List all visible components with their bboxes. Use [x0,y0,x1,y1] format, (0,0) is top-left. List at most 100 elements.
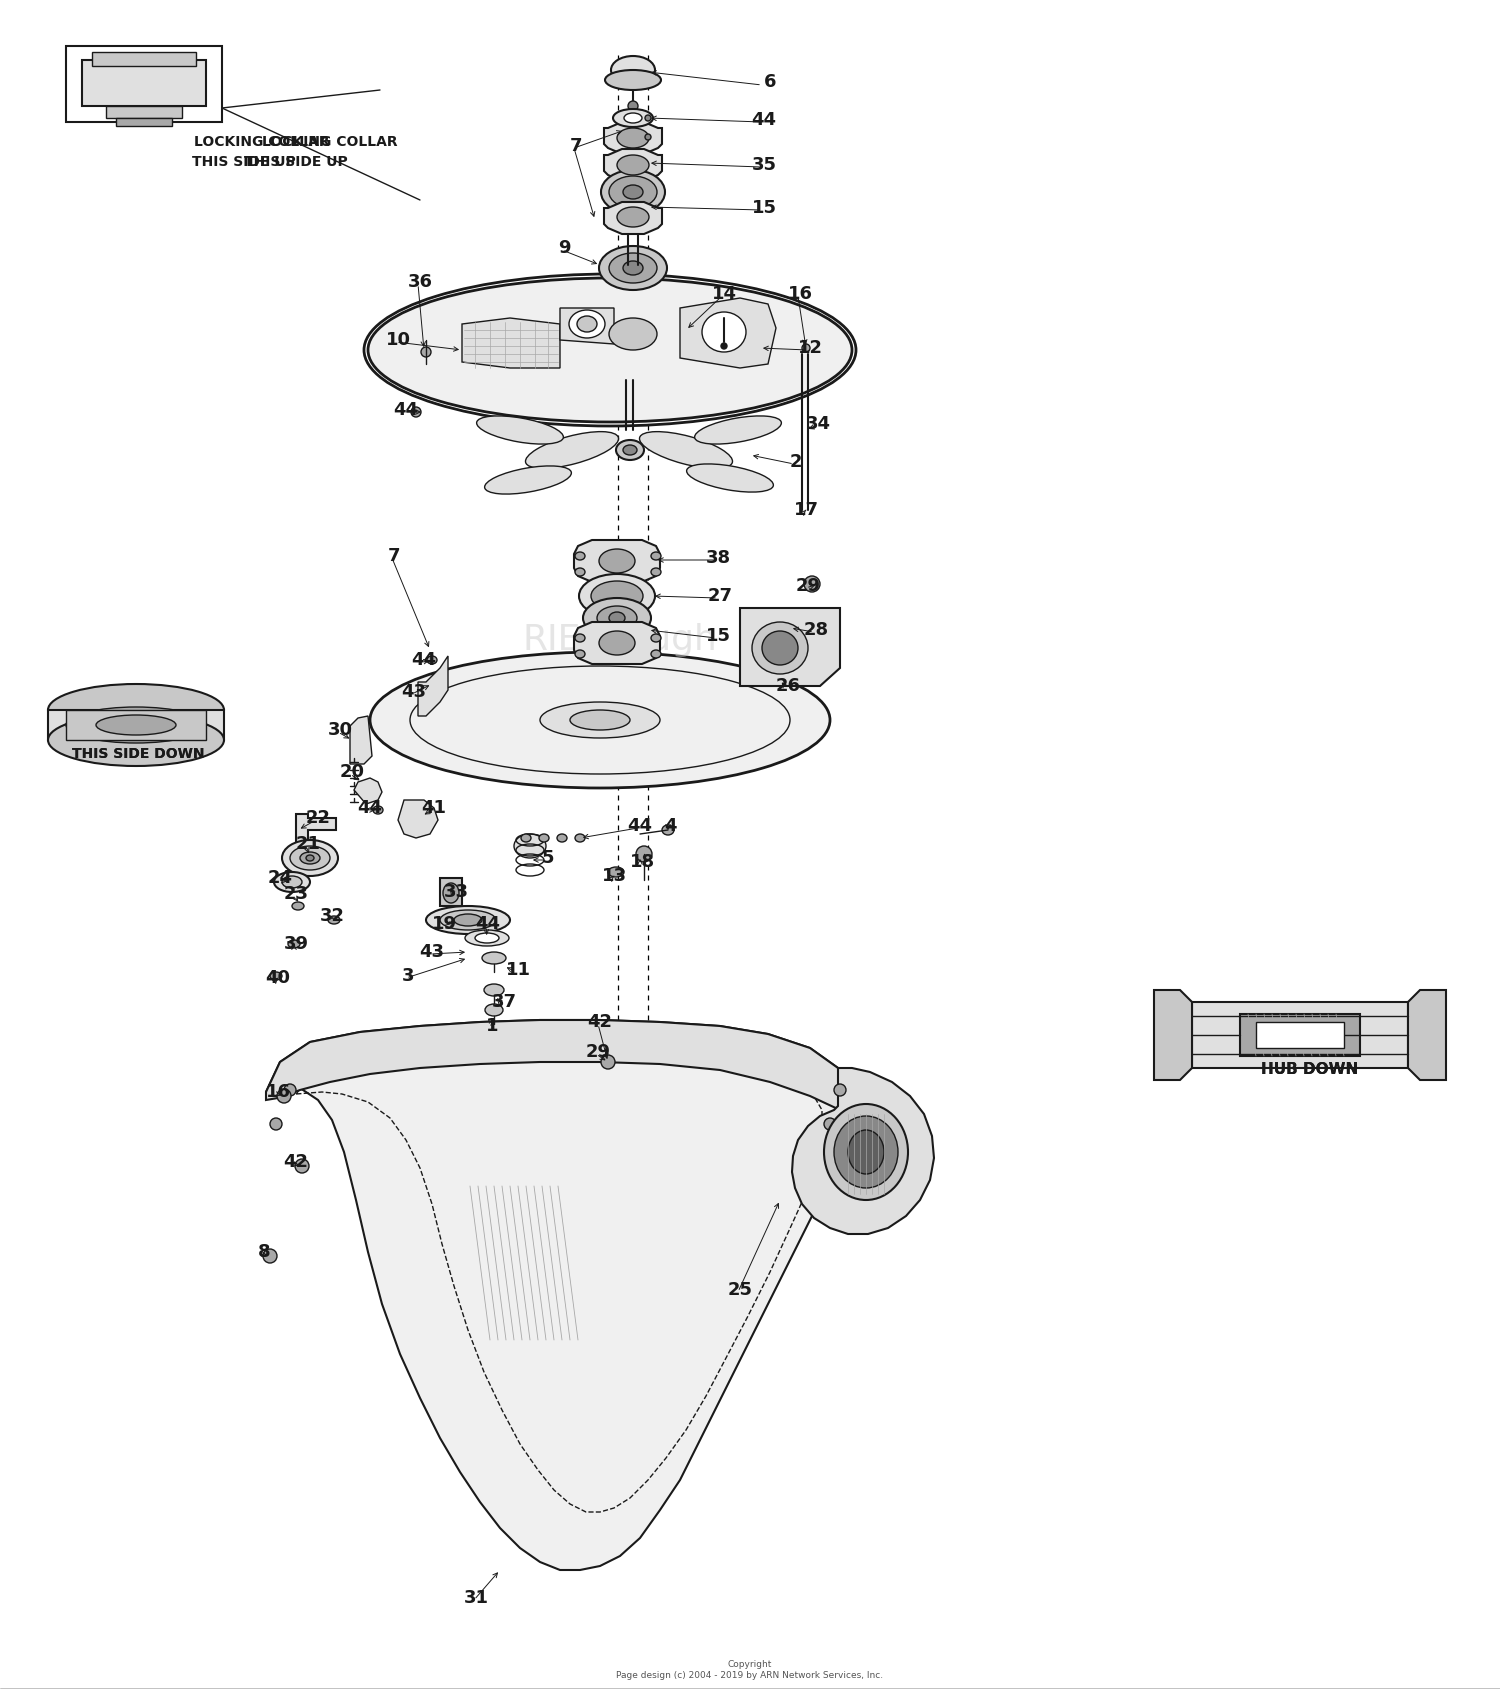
Ellipse shape [284,1085,296,1097]
Ellipse shape [609,175,657,208]
Ellipse shape [616,208,650,226]
Text: HUB DOWN: HUB DOWN [1262,1063,1359,1078]
Ellipse shape [609,318,657,351]
Text: 7: 7 [387,547,400,565]
Ellipse shape [370,652,830,788]
Text: 36: 36 [408,272,432,291]
Text: 44: 44 [393,400,418,419]
Text: 44: 44 [752,111,777,129]
Polygon shape [462,318,560,368]
Ellipse shape [278,1088,291,1104]
Ellipse shape [645,116,651,121]
Text: 21: 21 [296,834,321,853]
Ellipse shape [651,634,662,642]
Text: 29: 29 [795,577,820,594]
Ellipse shape [477,416,564,444]
Ellipse shape [262,1248,278,1264]
Text: 42: 42 [284,1153,309,1172]
Ellipse shape [520,834,531,841]
Ellipse shape [288,940,300,949]
Ellipse shape [476,933,500,943]
Ellipse shape [574,651,585,657]
Ellipse shape [482,952,506,964]
Ellipse shape [804,576,820,593]
Ellipse shape [574,634,585,642]
Ellipse shape [624,112,642,123]
Text: 14: 14 [711,284,736,303]
Text: 27: 27 [708,588,732,605]
Ellipse shape [604,70,662,90]
Ellipse shape [292,903,304,909]
Polygon shape [350,715,372,765]
Ellipse shape [568,310,604,337]
Bar [48,710,224,741]
Bar [440,879,462,906]
Ellipse shape [622,186,644,199]
Bar [82,60,206,106]
Ellipse shape [636,846,652,862]
Ellipse shape [616,128,650,148]
Ellipse shape [48,685,224,736]
Text: 40: 40 [266,969,291,988]
Ellipse shape [440,909,497,930]
Ellipse shape [282,840,338,875]
Ellipse shape [597,606,638,630]
Text: 1: 1 [486,1017,498,1035]
Bar [106,106,182,118]
Ellipse shape [639,431,732,468]
Text: 9: 9 [558,238,570,257]
Text: 3: 3 [402,967,414,984]
Polygon shape [266,1020,852,1570]
Ellipse shape [484,1005,502,1017]
Polygon shape [574,622,660,664]
Ellipse shape [584,598,651,639]
Text: 44: 44 [627,817,652,834]
Text: THIS SIDE UP: THIS SIDE UP [192,155,296,169]
Text: 5: 5 [542,850,555,867]
Ellipse shape [687,463,774,492]
Polygon shape [296,814,336,853]
Ellipse shape [651,552,662,560]
Polygon shape [1408,989,1446,1080]
Text: 34: 34 [806,416,831,433]
Ellipse shape [574,569,585,576]
Ellipse shape [574,834,585,841]
Text: 28: 28 [804,622,828,639]
Polygon shape [266,1020,852,1110]
Ellipse shape [598,632,634,656]
Ellipse shape [574,552,585,560]
Text: 22: 22 [306,809,330,828]
Ellipse shape [628,100,638,111]
Ellipse shape [96,715,176,736]
Ellipse shape [598,548,634,572]
Text: 7: 7 [570,136,582,155]
Ellipse shape [622,444,638,455]
Ellipse shape [282,875,302,887]
Polygon shape [419,656,448,715]
Text: 35: 35 [752,157,777,174]
Ellipse shape [368,278,852,422]
Text: 12: 12 [798,339,822,358]
Ellipse shape [484,467,572,494]
Text: 44: 44 [411,651,436,669]
Ellipse shape [602,1054,615,1069]
Ellipse shape [426,906,510,933]
Bar [116,118,172,126]
Ellipse shape [578,317,597,332]
Text: 37: 37 [492,993,516,1012]
Text: 8: 8 [258,1243,270,1260]
Text: LOCKING COLLAR: LOCKING COLLAR [262,135,398,148]
Text: 31: 31 [464,1589,489,1608]
Polygon shape [740,608,840,686]
Text: LOCKING COLLAR: LOCKING COLLAR [194,135,330,148]
Ellipse shape [622,261,644,274]
Polygon shape [604,123,662,153]
Polygon shape [574,540,660,582]
Ellipse shape [610,56,656,83]
Ellipse shape [484,984,504,996]
Ellipse shape [328,916,340,925]
Ellipse shape [442,882,459,903]
Ellipse shape [694,416,782,444]
Ellipse shape [802,344,810,353]
Polygon shape [354,778,382,804]
